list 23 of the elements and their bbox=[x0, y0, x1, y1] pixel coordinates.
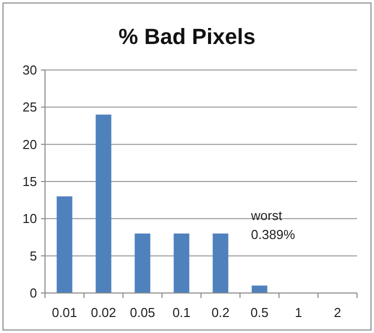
y-tick-label: 20 bbox=[22, 136, 37, 152]
x-tick-label: 0.05 bbox=[130, 305, 156, 320]
chart-title: % Bad Pixels bbox=[118, 24, 256, 49]
y-tick-label: 25 bbox=[22, 100, 37, 115]
x-tick-label: 1 bbox=[294, 305, 302, 320]
x-tick-label: 0.1 bbox=[172, 305, 191, 320]
bar bbox=[56, 196, 72, 293]
y-tick-label: 10 bbox=[22, 211, 37, 226]
x-tick-label: 0.02 bbox=[90, 305, 116, 320]
y-tick-label: 15 bbox=[22, 174, 37, 190]
annotation: worst 0.389% bbox=[250, 208, 296, 242]
bar bbox=[174, 234, 190, 293]
x-tick-label: 2 bbox=[334, 305, 342, 320]
x-tick-label: 0.2 bbox=[211, 305, 230, 320]
x-tick-label: 0.5 bbox=[250, 305, 269, 320]
x-tick-label: 0.01 bbox=[52, 305, 78, 320]
bar bbox=[212, 234, 228, 293]
y-tick-label: 0 bbox=[30, 286, 37, 301]
y-tick-label: 5 bbox=[30, 248, 37, 264]
bar bbox=[96, 114, 112, 293]
bar bbox=[252, 286, 268, 293]
bar bbox=[134, 234, 150, 293]
y-tick-label: 30 bbox=[22, 62, 37, 78]
